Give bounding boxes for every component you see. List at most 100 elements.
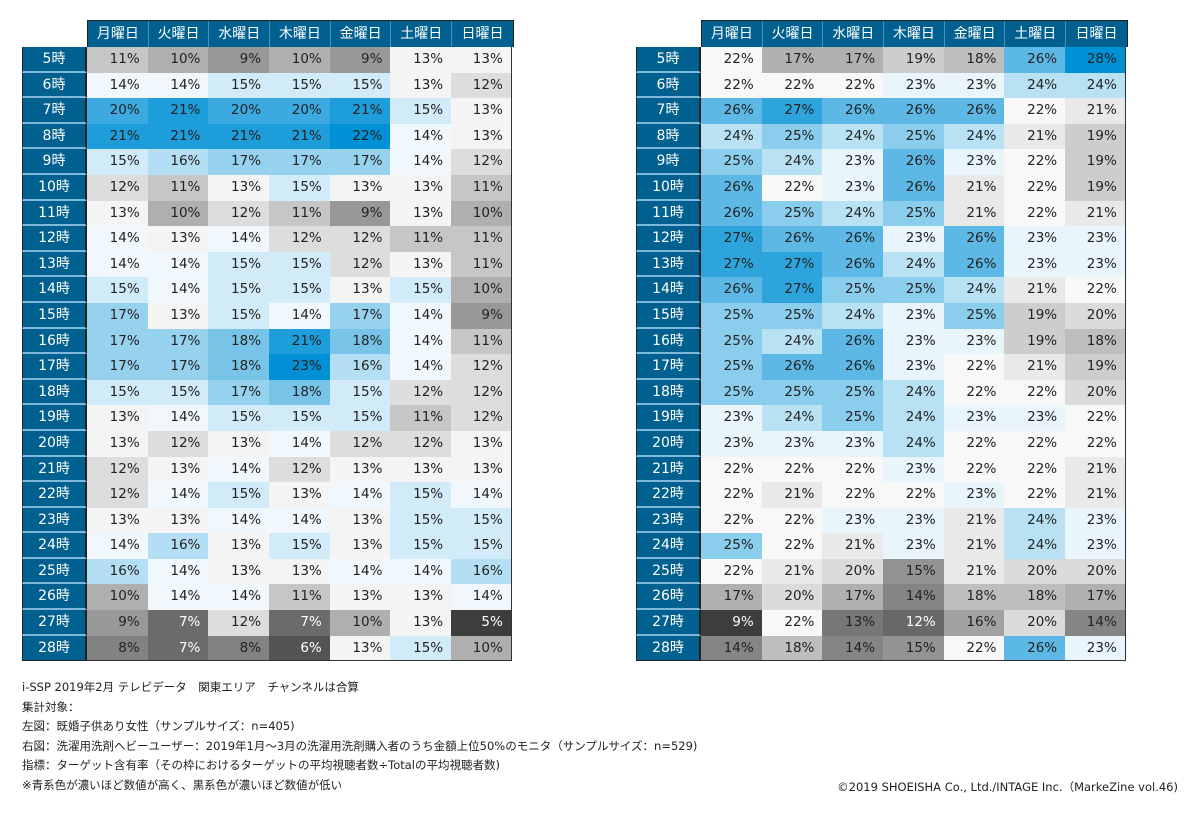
hour-label: 25時 (22, 558, 87, 585)
heatmap-cell: 23% (269, 354, 330, 380)
heatmap-cell: 25% (761, 200, 823, 227)
right-heatmap-table: 月曜日 火曜日 水曜日 木曜日 金曜日 土曜日 日曜日 5時 22% 17% 17% 19% 18% 26… (636, 20, 1128, 662)
heatmap-cell: 24% (761, 149, 823, 175)
heatmap-cell: 13% (329, 584, 391, 611)
heatmap-cell: 26% (701, 98, 762, 124)
heatmap-cell: 14% (1065, 610, 1126, 636)
hour-row: 26時 17% 20% 17% 14% 18% 18% 17% (636, 584, 1128, 611)
note-line: 集計対象： (22, 699, 80, 714)
heatmap-cell: 13% (87, 430, 148, 457)
heatmap-cell: 14% (87, 533, 148, 559)
heatmap-cell: 27% (761, 251, 823, 278)
heatmap-cell: 24% (701, 123, 762, 150)
heatmap-cell: 14% (147, 277, 209, 303)
heatmap-cell: 18% (761, 635, 823, 662)
heatmap-cell: 12% (208, 200, 270, 227)
hour-row: 25時 22% 21% 20% 15% 21% 20% 20% (636, 558, 1128, 585)
heatmap-cell: 13% (390, 47, 452, 73)
heatmap-cell: 24% (1004, 72, 1066, 99)
heatmap-cell: 15% (208, 251, 270, 278)
hour-row: 25時 16% 14% 13% 13% 14% 14% 16% (22, 558, 514, 585)
heatmap-cell: 23% (1065, 635, 1126, 662)
heatmap-cell: 14% (701, 635, 762, 662)
hour-row: 22時 22% 21% 22% 22% 23% 22% 21% (636, 482, 1128, 508)
heatmap-cell: 16% (147, 533, 209, 559)
heatmap-cell: 9% (329, 200, 391, 227)
hour-label: 18時 (22, 379, 87, 406)
heatmap-cell: 23% (1004, 226, 1066, 252)
heatmap-cell: 23% (883, 72, 944, 99)
heatmap-cell: 21% (1004, 277, 1066, 303)
copyright: ©2019 SHOEISHA Co., Ltd./INTAGE Inc.（Mar… (837, 780, 1178, 794)
hour-row: 16時 17% 17% 18% 21% 18% 14% 11% (22, 328, 514, 355)
heatmap-cell: 13% (329, 507, 391, 534)
heatmap-cell: 22% (761, 507, 823, 534)
day-header-row: 月曜日 火曜日 水曜日 木曜日 金曜日 土曜日 日曜日 (87, 20, 514, 47)
hour-label: 19時 (22, 405, 87, 431)
heatmap-cell: 25% (761, 379, 823, 406)
hour-label: 18時 (636, 379, 701, 406)
heatmap-cell: 14% (87, 226, 148, 252)
day-header: 水曜日 (823, 21, 885, 47)
hour-label: 16時 (636, 328, 701, 355)
heatmap-cell: 13% (147, 507, 209, 534)
heatmap-cell: 15% (390, 98, 452, 124)
heatmap-cell: 18% (1004, 584, 1066, 611)
heatmap-cell: 21% (1065, 98, 1126, 124)
heatmap-cell: 19% (1065, 174, 1126, 201)
heatmap-cell: 21% (87, 123, 148, 150)
heatmap-cell: 15% (87, 379, 148, 406)
heatmap-cell: 14% (87, 251, 148, 278)
heatmap-cell: 12% (451, 405, 512, 431)
heatmap-cell: 13% (208, 430, 270, 457)
hour-row: 18時 25% 25% 25% 24% 22% 22% 20% (636, 379, 1128, 406)
heatmap-cell: 24% (883, 251, 944, 278)
hour-label: 22時 (22, 482, 87, 508)
hour-row: 6時 14% 14% 15% 15% 15% 13% 12% (22, 72, 514, 99)
heatmap-cell: 14% (390, 302, 452, 329)
hour-label: 10時 (22, 174, 87, 201)
hour-label: 10時 (636, 174, 701, 201)
heatmap-cell: 22% (701, 47, 762, 73)
hour-label: 24時 (636, 533, 701, 559)
heatmap-cell: 17% (87, 328, 148, 355)
hour-row: 28時 8% 7% 8% 6% 13% 15% 10% (22, 635, 514, 662)
heatmap-cell: 13% (208, 533, 270, 559)
heatmap-cell: 12% (390, 379, 452, 406)
heatmap-cell: 13% (390, 610, 452, 636)
heatmap-cell: 9% (701, 610, 762, 636)
hour-label: 20時 (22, 430, 87, 457)
heatmap-cell: 17% (87, 302, 148, 329)
heatmap-cell: 13% (329, 174, 391, 201)
heatmap-cell: 17% (822, 47, 884, 73)
hour-row: 7時 20% 21% 20% 20% 21% 15% 13% (22, 98, 514, 124)
heatmap-cell: 8% (87, 635, 148, 662)
heatmap-cell: 14% (883, 584, 944, 611)
heatmap-cell: 26% (883, 98, 944, 124)
hour-row: 14時 15% 14% 15% 15% 13% 15% 10% (22, 277, 514, 303)
heatmap-cell: 14% (147, 482, 209, 508)
heatmap-cell: 22% (943, 635, 1005, 662)
heatmap-cell: 15% (883, 558, 944, 585)
heatmap-cell: 23% (701, 430, 762, 457)
heatmap-cell: 25% (701, 149, 762, 175)
heatmap-cell: 15% (390, 482, 452, 508)
heatmap-cell: 14% (390, 354, 452, 380)
heatmap-cell: 12% (269, 226, 330, 252)
heatmap-cell: 19% (1004, 302, 1066, 329)
heatmap-cell: 15% (269, 251, 330, 278)
heatmap-cell: 14% (329, 482, 391, 508)
heatmap-cell: 20% (1004, 610, 1066, 636)
hour-row: 21時 12% 13% 14% 12% 13% 13% 13% (22, 456, 514, 483)
heatmap-cell: 26% (1004, 635, 1066, 662)
heatmap-cell: 22% (701, 482, 762, 508)
heatmap-cell: 19% (883, 47, 944, 73)
hour-label: 11時 (636, 200, 701, 227)
heatmap-cell: 23% (1004, 405, 1066, 431)
heatmap-cell: 26% (822, 328, 884, 355)
heatmap-cell: 18% (269, 379, 330, 406)
heatmap-cell: 27% (761, 98, 823, 124)
heatmap-cell: 22% (883, 482, 944, 508)
heatmap-cell: 10% (269, 47, 330, 73)
hour-label: 8時 (636, 123, 701, 150)
